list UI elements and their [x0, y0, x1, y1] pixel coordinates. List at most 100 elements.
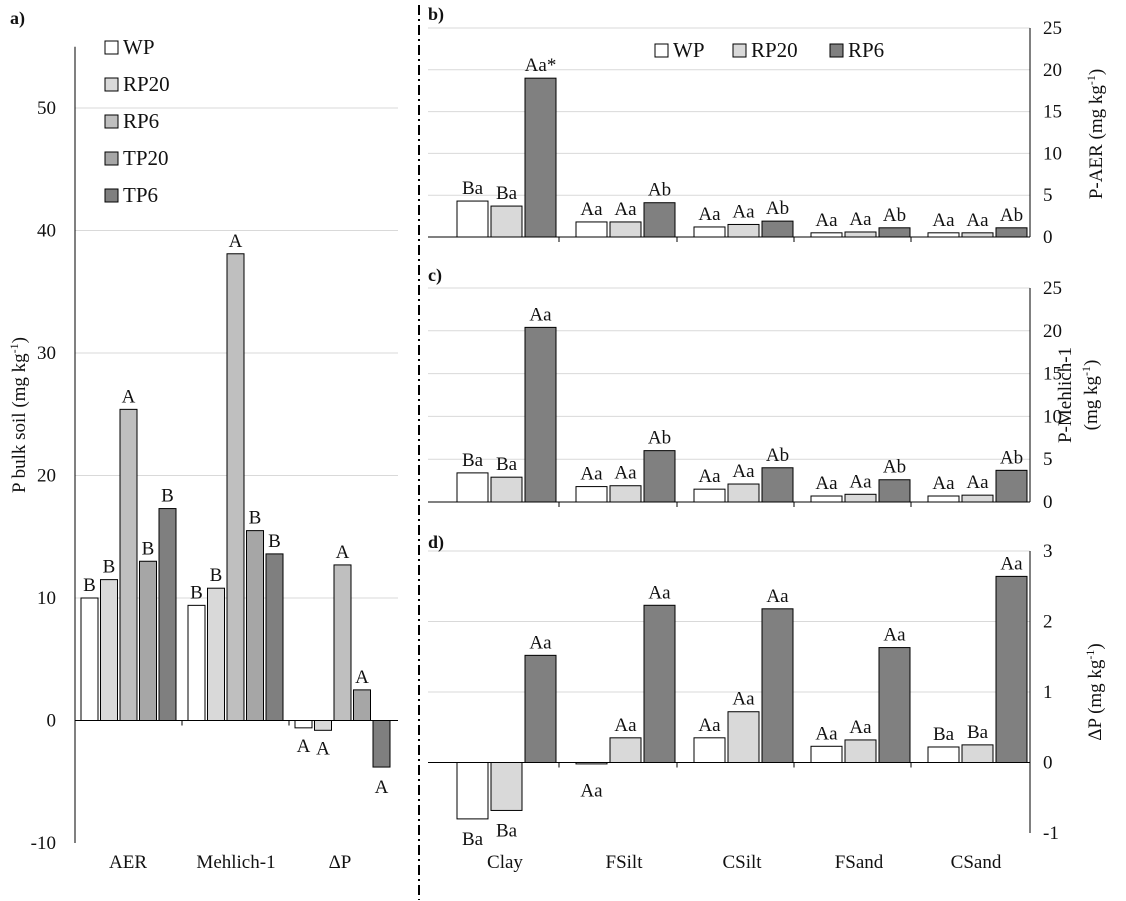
bar: [490, 205, 523, 238]
y-tick-label: 10: [1043, 143, 1062, 164]
bar-label: A: [297, 736, 311, 757]
bar-label: Aa: [883, 625, 906, 646]
legend-entry: TP20: [123, 146, 169, 170]
y-tick-label: 1: [1043, 682, 1053, 703]
bar: [524, 77, 557, 238]
y-tick-label: 3: [1043, 541, 1053, 562]
bar: [80, 597, 99, 721]
bar-label: B: [268, 531, 281, 552]
bar-label: Aa: [849, 471, 872, 492]
panel-label: d): [428, 532, 444, 553]
bar-label: B: [83, 575, 96, 596]
bar: [643, 604, 676, 763]
y-tick-label: 5: [1043, 185, 1053, 206]
y-tick-label: 15: [1043, 102, 1062, 123]
bar-label: Ab: [648, 180, 671, 201]
bar: [693, 737, 726, 764]
bar: [727, 223, 760, 238]
bar: [810, 745, 843, 763]
bar: [246, 530, 264, 721]
legend-swatch: [732, 43, 747, 58]
bar: [353, 689, 371, 721]
bar: [844, 739, 877, 764]
bar-label: Aa: [815, 473, 838, 494]
bar: [294, 720, 313, 729]
bar-label: Aa: [966, 472, 989, 493]
bar: [844, 231, 877, 238]
bar: [761, 608, 794, 763]
legend-entry: WP: [673, 38, 705, 62]
y-tick-label: 20: [37, 466, 56, 487]
bar: [727, 483, 760, 503]
bar: [575, 221, 608, 238]
bar-label: A: [375, 777, 389, 798]
panel-d: -1 0 1 2 3 Ba Ba Aa Clay Aa Aa Aa FSilt Aa Aa Aa CSilt Aa…: [428, 532, 1106, 873]
x-tick-label: FSilt: [606, 852, 644, 873]
panel-label: c): [428, 265, 442, 286]
bar: [100, 579, 118, 721]
bar-label: Ab: [883, 457, 906, 478]
y-tick-label: 0: [47, 711, 57, 732]
bar: [524, 654, 557, 764]
bar: [693, 488, 726, 503]
y-tick-label: 0: [1043, 753, 1053, 774]
y-tick-label: -1: [1043, 823, 1059, 844]
bar: [927, 495, 960, 503]
legend-entry: RP6: [123, 109, 159, 133]
bar-label: Aa: [932, 473, 955, 494]
bar-label: A: [316, 738, 330, 759]
legend-swatch: [104, 188, 119, 203]
bar: [995, 227, 1028, 238]
y-tick-label: 10: [37, 588, 56, 609]
legend-swatch: [829, 43, 844, 58]
bar: [158, 508, 177, 722]
x-tick-label: Clay: [487, 852, 523, 873]
bar: [187, 604, 206, 721]
bar-label: Ba: [496, 454, 518, 475]
bar-label: Aa: [932, 210, 955, 231]
legend-entry: WP: [123, 35, 155, 59]
bar: [810, 495, 843, 503]
bar-label: B: [249, 508, 262, 529]
bar-label: Aa: [648, 582, 671, 603]
y-tick-label: 30: [37, 343, 56, 364]
bar-label: Ba: [933, 724, 955, 745]
bar: [139, 560, 157, 721]
x-tick-label: ΔP: [329, 852, 352, 873]
bar: [226, 253, 245, 721]
bar: [456, 472, 489, 503]
bar-label: Aa: [815, 210, 838, 231]
bar: [878, 227, 911, 238]
y-tick-label: 20: [1043, 321, 1062, 342]
bar-label: Ba: [462, 178, 484, 199]
legend-swatch: [654, 43, 669, 58]
bar: [575, 762, 608, 765]
bar: [810, 232, 843, 238]
y-axis-label: ΔP (mg kg-1): [1083, 643, 1106, 741]
bar: [314, 720, 332, 731]
bar: [119, 408, 138, 721]
legend-swatch: [104, 151, 119, 166]
y-axis-label: P bulk soil (mg kg-1): [7, 337, 30, 493]
bar-label: Aa: [698, 204, 721, 225]
y-tick-label: 20: [1043, 60, 1062, 81]
bar-label: A: [355, 667, 369, 688]
bar: [693, 226, 726, 238]
bar-label: Ab: [766, 198, 789, 219]
bar-label: Aa: [966, 210, 989, 231]
bar-label: Ab: [766, 445, 789, 466]
legend-entry: RP6: [848, 38, 884, 62]
bar: [490, 476, 523, 503]
y-axis-label: P-Mehlich-1: [1055, 347, 1076, 443]
legend-swatch: [104, 40, 119, 55]
bar: [878, 647, 911, 764]
y-axis-label-units: (mg kg-1): [1079, 360, 1102, 431]
bar: [995, 575, 1028, 763]
bar: [372, 720, 391, 768]
bar: [490, 762, 523, 811]
bar: [643, 450, 676, 503]
panel-label: b): [428, 4, 444, 25]
bar-label: B: [142, 538, 155, 559]
